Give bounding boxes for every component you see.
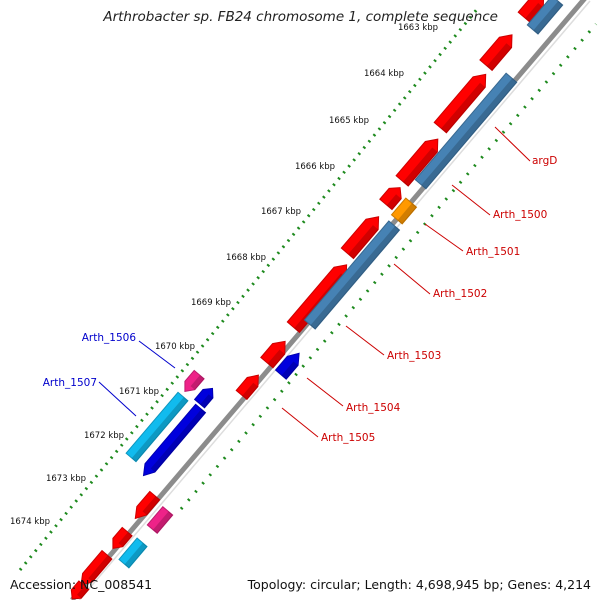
gene-block-red-shade: [77, 585, 89, 599]
gene-block-blue: [526, 0, 564, 35]
gene-label-leader: [451, 184, 491, 216]
gene-block-red: [70, 580, 90, 600]
ruler-tick-label: 1669 kbp: [191, 298, 231, 308]
gene-block-red: [433, 73, 487, 134]
gene-block-blue-shade: [421, 78, 517, 189]
gene-block-orange: [390, 197, 418, 225]
ruler-tick-label: 1671 kbp: [119, 387, 159, 397]
gene-block-blue-shade: [310, 226, 400, 329]
ruler-tick-label: 1673 kbp: [46, 474, 86, 484]
gene-block-red-shade: [242, 382, 258, 400]
ruler-tick-label: 1674 kbp: [10, 517, 50, 527]
gene-label-leader: [138, 340, 176, 369]
gene-block-navy: [193, 387, 214, 409]
ruler-tick-label: 1663 kbp: [398, 23, 438, 33]
gene-block-red-shade: [267, 349, 285, 368]
ruler-tick-label: 1665 kbp: [329, 116, 369, 126]
gene-block-red: [517, 0, 545, 24]
ruler-tick-label: 1664 kbp: [364, 69, 404, 79]
ruler-tick-label: 1666 kbp: [295, 162, 335, 172]
gene-block-red: [379, 187, 402, 211]
gene-block-red-shade: [386, 194, 402, 210]
gene-block-pink-shade: [153, 511, 173, 534]
gene-block-red-shade: [441, 82, 486, 133]
gene-block-orange-shade: [397, 203, 417, 224]
gene-label-leader: [98, 381, 137, 417]
gene-block-red: [134, 490, 161, 520]
gene-block-red-shade: [348, 225, 379, 259]
gene-block-blue: [303, 220, 401, 330]
gene-label: Arth_1502: [433, 288, 487, 300]
gene-label-leader: [306, 377, 344, 407]
ruler-tick-label: 1672 kbp: [84, 431, 124, 441]
gene-block-pink: [184, 369, 205, 392]
gene-block-red-shade: [486, 43, 512, 71]
gene-block-navy: [142, 403, 207, 477]
gene-block-cyan-shade: [124, 543, 147, 568]
gene-label: Arth_1500: [493, 209, 547, 221]
ruler-tick-label: 1668 kbp: [226, 253, 266, 263]
gene-block-pink-shade: [190, 375, 205, 390]
gene-block-cyan: [125, 391, 189, 463]
genome-summary: Topology: circular; Length: 4,698,945 bp…: [247, 577, 591, 592]
gene-block-navy-shade: [150, 409, 206, 473]
gc-dotted-track: [179, 23, 598, 510]
accession-label: Accession: NC_008541: [10, 577, 153, 592]
gene-block-navy-shade: [200, 394, 213, 408]
map-title: Arthrobacter sp. FB24 chromosome 1, comp…: [103, 9, 498, 25]
gene-label: Arth_1501: [466, 246, 520, 258]
gene-label-leader: [424, 223, 464, 252]
gene-label: Arth_1507: [43, 377, 97, 389]
ruler-tick-label: 1670 kbp: [155, 342, 195, 352]
gene-label-leader: [393, 263, 431, 295]
gene-block-red: [112, 526, 133, 549]
gene-label: Arth_1505: [321, 432, 375, 444]
gene-block-red: [395, 138, 439, 187]
gene-block-red: [260, 340, 286, 369]
gene-block-red-shade: [88, 555, 112, 582]
gene-block-blue-shade: [533, 1, 563, 34]
gene-label: Arth_1503: [387, 350, 441, 362]
gene-label: argD: [532, 155, 557, 167]
gene-label-leader: [494, 126, 531, 162]
gene-block-blue: [414, 72, 518, 190]
gene-block-navy-shade: [281, 361, 299, 380]
ruler-dotted-track: [18, 7, 480, 571]
gene-block-red-shade: [525, 3, 544, 23]
gene-label-leader: [345, 325, 385, 356]
gene-label-leader: [281, 407, 319, 438]
gene-block-red: [235, 374, 259, 401]
gene-block-cyan: [118, 537, 148, 569]
gene-label: Arth_1504: [346, 402, 401, 414]
gene-block-red-shade: [403, 147, 438, 187]
gene-block-pink: [146, 505, 174, 535]
ruler-tick-label: 1667 kbp: [261, 207, 301, 217]
gene-block-red: [340, 216, 380, 260]
gene-block-red-shade: [142, 496, 160, 515]
gene-label: Arth_1506: [82, 332, 137, 344]
gene-block-red: [479, 34, 513, 72]
gene-block-red-shade: [118, 532, 133, 547]
gene-block-navy: [274, 352, 300, 380]
gene-block-red: [80, 549, 113, 586]
gene-block-cyan-shade: [131, 397, 188, 462]
